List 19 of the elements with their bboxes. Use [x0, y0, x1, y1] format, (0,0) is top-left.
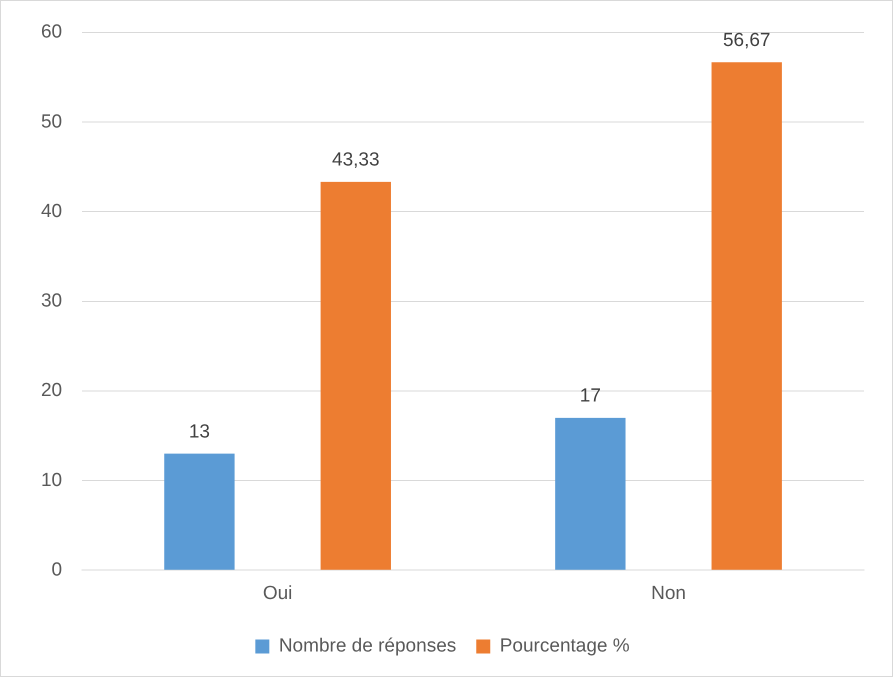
- data-label: 17: [580, 386, 601, 407]
- y-tick-label: 30: [40, 290, 62, 312]
- bar: [555, 418, 626, 570]
- data-label: 43,33: [332, 150, 380, 171]
- y-tick-label: 10: [40, 470, 62, 491]
- bar: [320, 182, 391, 570]
- y-tick-label: 50: [40, 111, 62, 132]
- legend-label: Pourcentage %: [500, 636, 630, 657]
- y-tick-label: 0: [52, 559, 62, 580]
- legend-label: Nombre de réponses: [278, 636, 456, 657]
- x-tick-label: Non: [651, 582, 686, 604]
- y-tick-label: 40: [40, 200, 62, 222]
- bar: [164, 454, 235, 570]
- bar: [712, 62, 782, 570]
- y-tick-label: 60: [40, 22, 62, 43]
- data-label: 56,67: [722, 30, 770, 51]
- x-tick-label: Oui: [262, 582, 292, 604]
- data-label: 13: [188, 421, 210, 442]
- y-tick-label: 20: [40, 380, 62, 402]
